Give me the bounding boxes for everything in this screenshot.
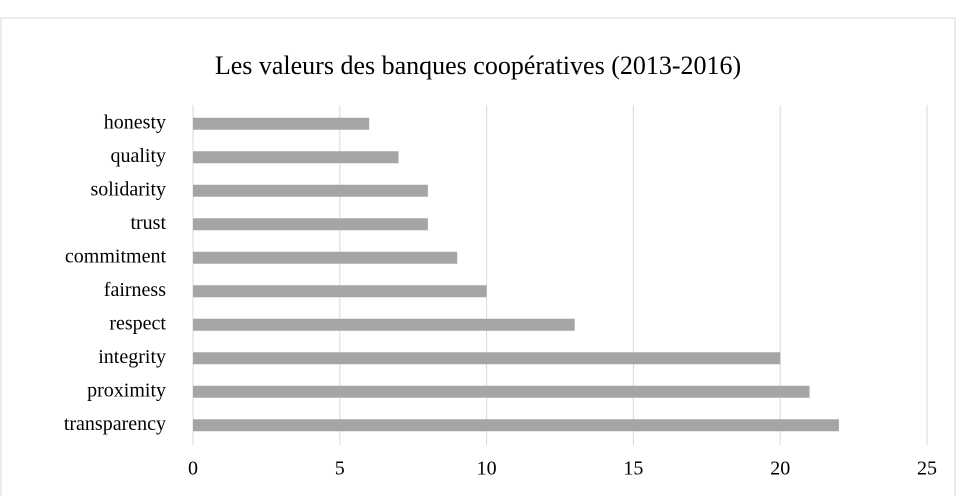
bar — [193, 184, 428, 197]
x-tick-label: 0 — [188, 458, 198, 480]
x-tick-label: 15 — [623, 458, 643, 480]
bar — [193, 285, 487, 298]
bar — [193, 218, 428, 231]
y-tick-label: fairness — [104, 279, 166, 301]
bar — [193, 318, 575, 331]
bar — [193, 352, 781, 365]
y-tick-label: solidarity — [90, 178, 166, 200]
x-tick-label: 20 — [770, 458, 790, 480]
chart-frame — [0, 17, 956, 496]
x-tick-label: 25 — [917, 458, 937, 480]
x-tick-label: 5 — [335, 458, 345, 480]
x-tick-label: 10 — [477, 458, 497, 480]
y-tick-label: respect — [109, 312, 166, 334]
y-tick-label: integrity — [98, 346, 166, 368]
y-tick-label: trust — [130, 212, 166, 234]
y-tick-label: honesty — [104, 111, 166, 133]
bar — [193, 419, 839, 432]
y-tick-label: transparency — [64, 413, 166, 435]
y-tick-label: proximity — [87, 379, 166, 401]
bar — [193, 385, 810, 398]
chart-title: Les valeurs des banques coopératives (20… — [215, 51, 741, 80]
bar — [193, 151, 399, 164]
y-tick-label: commitment — [65, 245, 167, 267]
y-tick-label: quality — [110, 145, 166, 167]
bar — [193, 117, 370, 130]
bar — [193, 251, 458, 264]
